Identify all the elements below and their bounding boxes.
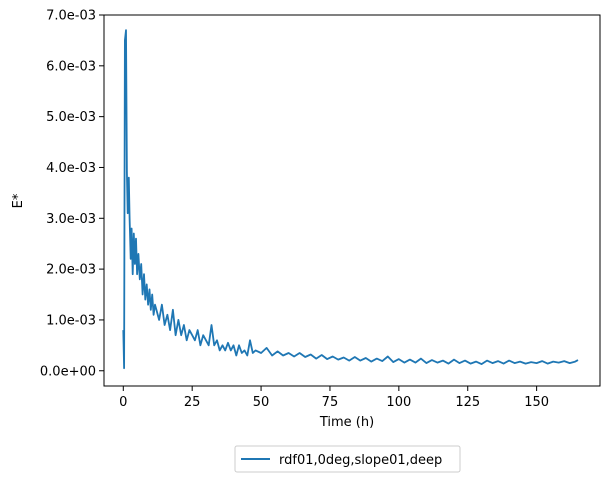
y-tick-label: 1.0e-03 bbox=[46, 313, 96, 328]
series-layer bbox=[122, 29, 579, 370]
x-tick-label: 75 bbox=[322, 395, 339, 410]
x-axis-ticks: 0 25 50 75 100 125 150 bbox=[119, 386, 549, 410]
y-tick-label: 0.0e+00 bbox=[40, 364, 96, 379]
legend-frame bbox=[234, 445, 461, 473]
y-tick-label: 2.0e-03 bbox=[46, 263, 96, 278]
plot-area-frame bbox=[103, 14, 601, 387]
y-tick-label: 7.0e-03 bbox=[46, 9, 96, 24]
y-tick-label: 4.0e-03 bbox=[46, 161, 96, 176]
y-tick-label: 3.0e-03 bbox=[46, 212, 96, 227]
x-tick-label: 0 bbox=[119, 395, 127, 410]
y-axis-ticks: 0.0e+00 1.0e-03 2.0e-03 3.0e-03 4.0e-03 5.0e-… bbox=[40, 9, 104, 379]
x-axis-label: Time (h) bbox=[319, 415, 374, 430]
y-tick-label: 6.0e-03 bbox=[46, 59, 96, 74]
x-tick-label: 100 bbox=[386, 395, 411, 410]
legend: rdf01,0deg,slope01,deep bbox=[234, 445, 461, 473]
series-line bbox=[122, 29, 579, 370]
x-tick-label: 125 bbox=[455, 395, 480, 410]
y-axis-label: E* bbox=[11, 193, 26, 208]
x-tick-label: 50 bbox=[253, 395, 270, 410]
x-tick-label: 25 bbox=[184, 395, 201, 410]
legend-entry-label: rdf01,0deg,slope01,deep bbox=[279, 453, 442, 468]
y-tick-label: 5.0e-03 bbox=[46, 110, 96, 125]
x-tick-label: 150 bbox=[524, 395, 549, 410]
